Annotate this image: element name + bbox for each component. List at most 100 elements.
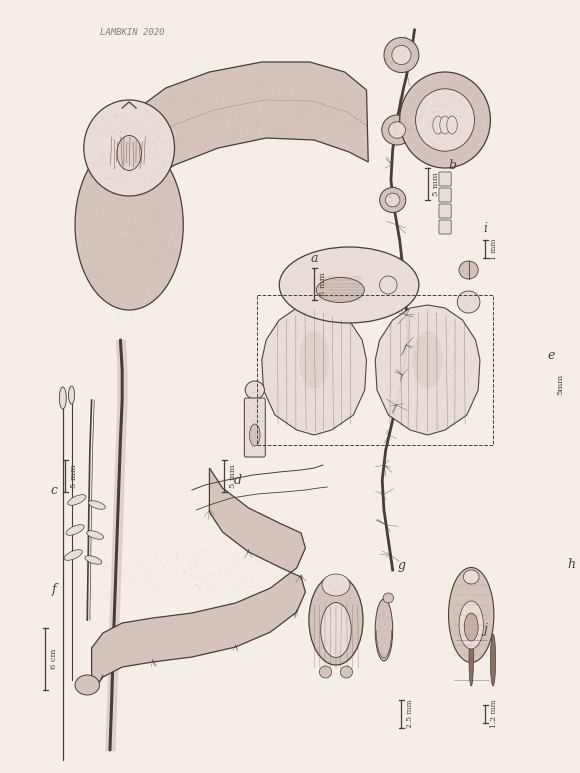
Point bbox=[139, 193, 148, 206]
Point bbox=[106, 166, 115, 179]
Point bbox=[403, 404, 412, 417]
Point bbox=[261, 559, 270, 571]
Point bbox=[300, 340, 309, 352]
Point bbox=[400, 45, 409, 57]
Point bbox=[538, 393, 548, 405]
Point bbox=[253, 404, 262, 416]
Point bbox=[458, 293, 467, 305]
Point bbox=[206, 543, 215, 555]
Point bbox=[428, 80, 437, 93]
Point bbox=[462, 645, 471, 657]
Point bbox=[353, 632, 362, 645]
Point bbox=[324, 371, 333, 383]
Point bbox=[383, 611, 392, 624]
Point bbox=[168, 263, 177, 275]
Point bbox=[386, 349, 395, 361]
Point bbox=[473, 138, 483, 150]
Point bbox=[282, 335, 292, 348]
Point bbox=[430, 397, 439, 410]
Point bbox=[143, 552, 153, 564]
Point bbox=[134, 169, 143, 181]
Point bbox=[258, 560, 267, 572]
Point bbox=[401, 59, 410, 71]
Point bbox=[385, 611, 394, 624]
Point bbox=[168, 246, 177, 258]
Point bbox=[327, 280, 336, 292]
Point bbox=[306, 93, 315, 105]
Point bbox=[461, 268, 470, 281]
Point bbox=[469, 140, 478, 152]
Point bbox=[302, 365, 311, 377]
Point bbox=[390, 190, 399, 203]
Point bbox=[303, 392, 312, 404]
Point bbox=[394, 203, 404, 216]
Point bbox=[444, 393, 453, 405]
Point bbox=[473, 633, 482, 645]
Point bbox=[334, 611, 343, 624]
Point bbox=[457, 355, 466, 367]
Point bbox=[319, 635, 328, 648]
Point bbox=[534, 591, 543, 604]
Point bbox=[108, 230, 117, 243]
Point bbox=[252, 440, 262, 452]
Point bbox=[253, 387, 263, 400]
Point bbox=[411, 312, 420, 325]
Point bbox=[538, 382, 547, 394]
Point bbox=[319, 93, 328, 105]
Point bbox=[157, 244, 166, 257]
Point bbox=[155, 564, 165, 577]
Point bbox=[122, 218, 131, 230]
Point bbox=[116, 142, 125, 155]
Point bbox=[110, 148, 119, 160]
Point bbox=[153, 165, 162, 177]
Point bbox=[217, 97, 226, 110]
Point bbox=[456, 130, 465, 142]
Point bbox=[329, 376, 339, 389]
Point bbox=[391, 121, 400, 134]
Point bbox=[332, 325, 341, 338]
Point bbox=[132, 556, 142, 568]
Point bbox=[252, 103, 262, 115]
Point bbox=[258, 114, 267, 127]
Point bbox=[527, 602, 536, 615]
Point bbox=[344, 383, 353, 395]
Point bbox=[144, 175, 153, 188]
Point bbox=[419, 310, 429, 322]
Point bbox=[136, 155, 146, 167]
Point bbox=[445, 102, 454, 114]
Point bbox=[107, 208, 117, 220]
Point bbox=[196, 570, 205, 583]
Point bbox=[466, 601, 476, 614]
Point bbox=[288, 366, 298, 379]
Point bbox=[447, 392, 456, 404]
Point bbox=[249, 414, 258, 426]
Point bbox=[468, 584, 477, 596]
Point bbox=[467, 574, 477, 587]
Point bbox=[245, 430, 255, 442]
Point bbox=[144, 178, 154, 190]
Point bbox=[467, 258, 477, 271]
Point bbox=[415, 362, 425, 374]
Point bbox=[529, 627, 538, 639]
Point bbox=[220, 570, 230, 582]
Point bbox=[311, 131, 321, 144]
Point bbox=[245, 420, 254, 432]
Point bbox=[458, 599, 467, 611]
Point bbox=[240, 576, 249, 588]
Point bbox=[466, 261, 476, 273]
Point bbox=[414, 311, 423, 323]
Point bbox=[105, 119, 114, 131]
Point bbox=[347, 364, 357, 376]
Point bbox=[322, 380, 332, 392]
Point bbox=[472, 581, 481, 593]
Point bbox=[126, 104, 136, 117]
Point bbox=[115, 265, 125, 278]
Point bbox=[280, 564, 289, 576]
Point bbox=[455, 368, 465, 380]
Point bbox=[93, 271, 102, 283]
Point bbox=[458, 381, 467, 393]
Point bbox=[423, 323, 432, 335]
Point bbox=[395, 60, 404, 72]
Point bbox=[152, 166, 161, 179]
Point bbox=[291, 346, 300, 358]
